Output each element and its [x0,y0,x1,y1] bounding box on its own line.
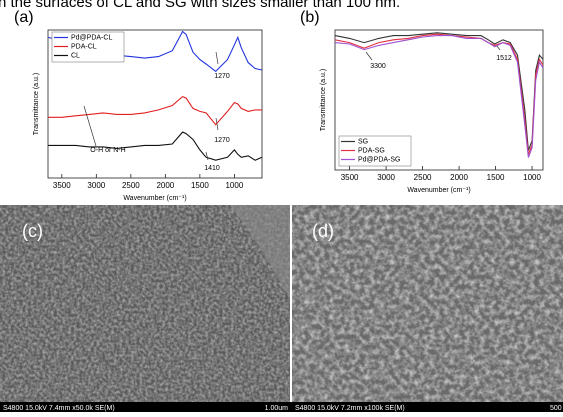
x-axis-label: Wavenumber (cm⁻¹) [123,195,186,202]
legend-label: Pd@PDA-CL [71,34,112,41]
x-tick-label: 2000 [450,173,468,182]
legend-label: PDA-SG [358,147,385,154]
legend-label: SG [358,138,368,145]
panel-label: (d) [312,221,334,241]
legend-label: Pd@PDA-SG [358,156,401,163]
x-tick-label: 2000 [156,181,174,190]
sem-footer: S4800 15.0kV 7.4mm x50.0k SE(M) [3,405,115,412]
annotation: O-H or N-H [90,147,125,154]
x-axis-label: Wavenumber (cm⁻¹) [407,187,470,194]
legend-label: CL [71,52,80,59]
panel-label: (c) [22,221,43,241]
sem-footer: S4800 15.0kV 7.2mm x100k SE(M) [295,405,405,412]
panel-label: (a) [14,9,34,26]
x-tick-label: 2500 [122,181,140,190]
annotation-arrow [497,46,500,50]
annotation: 3300 [370,63,386,70]
x-tick-label: 1000 [523,173,541,182]
sem-scale: 1.00um [265,405,289,412]
y-axis-label: Transmittance (a.u.) [320,69,327,131]
x-tick-label: 3000 [377,173,395,182]
annotation: 1270 [214,137,230,144]
y-axis-label: Transmittance (a.u.) [33,73,40,135]
x-tick-label: 1000 [225,181,243,190]
series-line [48,132,262,160]
x-tick-label: 2500 [414,173,432,182]
annotation-arrow [206,152,208,160]
x-tick-label: 1500 [487,173,505,182]
series-line [48,97,262,125]
annotation-arrow [366,52,372,60]
annotation: 1270 [214,73,230,80]
annotation-arrow [84,106,96,146]
x-tick-label: 3000 [87,181,105,190]
annotation: 1410 [204,165,220,172]
figure: n the surfaces of CL and SG with sizes s… [0,0,563,412]
panel-label: (b) [300,9,320,26]
annotation-arrow [216,52,218,64]
caption-fragment: n the surfaces of CL and SG with sizes s… [0,0,400,11]
legend-label: PDA-CL [71,43,97,50]
x-tick-label: 3500 [341,173,359,182]
x-tick-label: 1500 [191,181,209,190]
sem-texture [0,205,290,402]
x-tick-label: 3500 [53,181,71,190]
annotation: 1512 [496,55,512,62]
sem-scale: 500 [550,405,562,412]
